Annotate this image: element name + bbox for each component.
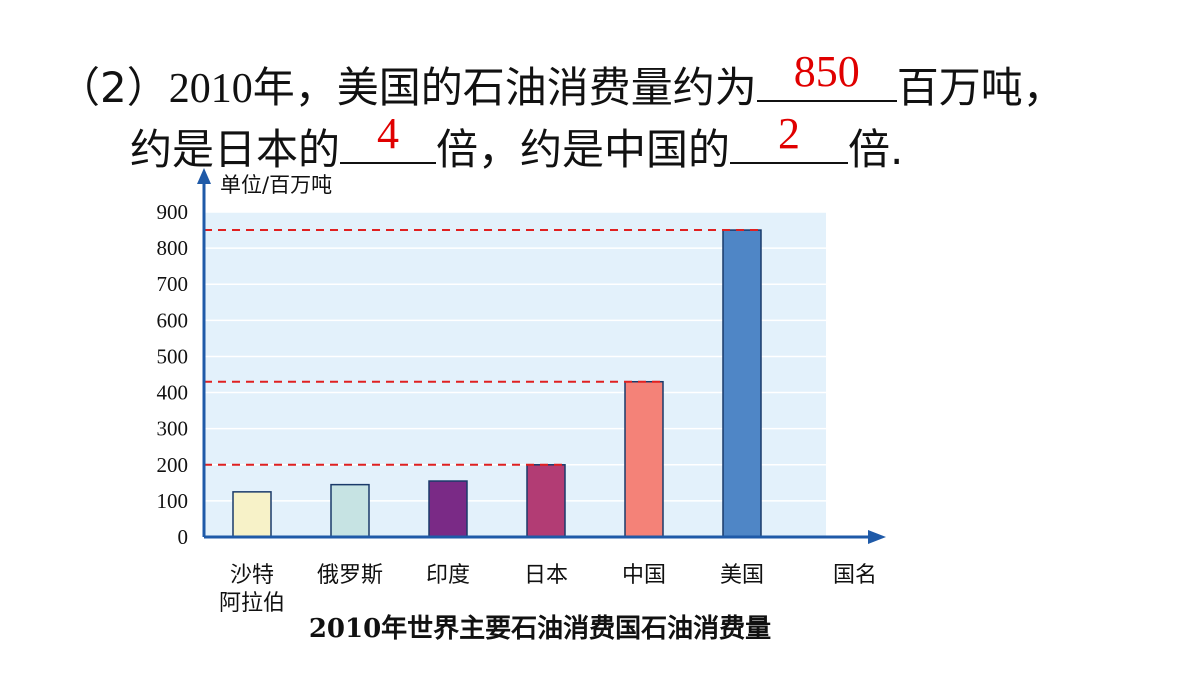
- y-tick-label: 500: [157, 344, 189, 368]
- chart-title: 2010年世界主要石油消费国石油消费量: [308, 614, 772, 644]
- x-category-label: 中国: [622, 563, 666, 588]
- answer-blank-3: 2: [730, 110, 849, 164]
- x-category-label: 印度: [426, 563, 470, 588]
- bar-5: [722, 229, 762, 538]
- bar-4: [624, 380, 664, 538]
- question-text-1: 年，美国的石油消费量约为: [252, 63, 757, 112]
- x-category-label: 俄罗斯: [317, 563, 383, 588]
- x-category-label-line: 中国: [622, 563, 666, 588]
- answer-blank-1: 850: [756, 48, 897, 102]
- question-year: 2010: [168, 66, 253, 112]
- x-axis-label: 国名: [833, 563, 877, 588]
- y-tick-label: 400: [157, 381, 189, 405]
- bar-3: [526, 464, 566, 538]
- x-category-label: 沙特阿拉伯: [219, 563, 285, 616]
- x-category-label-line: 俄罗斯: [317, 563, 383, 588]
- question-text-2: 百万吨，: [896, 63, 1065, 112]
- question-line-1: （2）2010年，美国的石油消费量约为 850 百万吨，: [58, 48, 1065, 113]
- y-tick-label: 100: [157, 489, 189, 513]
- y-tick-label: 200: [157, 453, 189, 477]
- x-category-label-line: 阿拉伯: [219, 591, 285, 616]
- answer-blank-2: 4: [340, 110, 437, 164]
- answer-1: 850: [793, 47, 860, 96]
- x-category-label-line: 印度: [426, 563, 470, 588]
- y-axis-unit-label: 单位/百万吨: [220, 173, 332, 197]
- bar-2: [428, 480, 468, 538]
- y-tick-label: 600: [157, 308, 189, 332]
- x-category-label: 美国: [720, 563, 764, 588]
- question-text: （2）2010年，美国的石油消费量约为 850 百万吨， 约是日本的 4 倍，约是中国的…: [0, 0, 1200, 175]
- y-tick-label: 700: [157, 272, 189, 296]
- answer-3: 2: [778, 109, 801, 158]
- y-axis-arrow: [197, 168, 211, 184]
- x-category-label-line: 沙特: [230, 563, 274, 588]
- question-prefix: （2）: [58, 63, 169, 112]
- x-category-label-line: 美国: [720, 563, 764, 588]
- bar-0: [232, 491, 272, 538]
- question-text-3: 约是日本的: [130, 125, 341, 174]
- y-tick-label: 800: [157, 236, 189, 260]
- y-tick-label: 900: [157, 200, 189, 224]
- bar-1: [330, 483, 370, 538]
- y-tick-label: 300: [157, 417, 189, 441]
- x-axis-arrow: [868, 530, 886, 544]
- question-text-5: 倍.: [848, 125, 904, 174]
- question-text-4: 倍，约是中国的: [436, 125, 731, 174]
- x-category-label-line: 日本: [524, 563, 568, 588]
- y-tick-label: 0: [178, 525, 189, 549]
- x-category-label: 日本: [524, 563, 568, 588]
- question-line-2: 约是日本的 4 倍，约是中国的 2 倍.: [130, 110, 904, 174]
- answer-2: 4: [377, 109, 400, 158]
